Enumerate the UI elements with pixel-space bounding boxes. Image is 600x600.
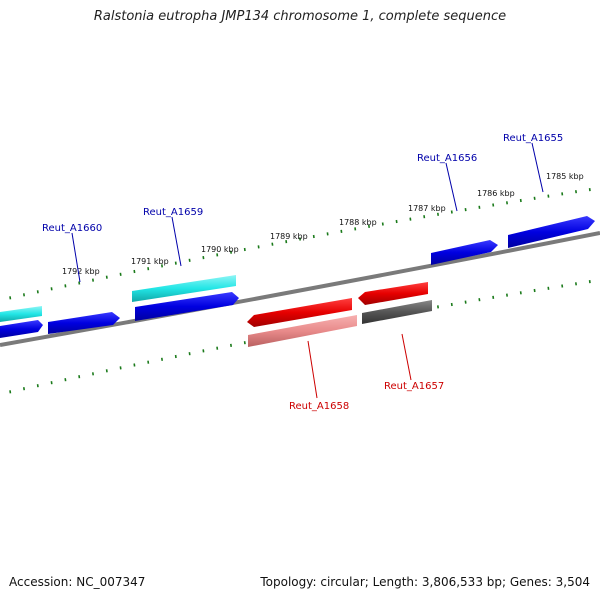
cds-arrow-a1659[interactable] (135, 292, 239, 321)
cds-arrow-a1659-left[interactable] (48, 312, 120, 334)
cds-arrow-a1657[interactable] (358, 282, 428, 305)
cds-arrow-a1660[interactable] (0, 320, 43, 338)
scale-label-1790: 1790 kbp (201, 245, 239, 254)
gene-label-a1660[interactable]: Reut_A1660 (42, 223, 102, 234)
cds-arrow-a1658[interactable] (247, 298, 352, 327)
gene-feature-a1658[interactable] (248, 315, 357, 347)
leader-a1655 (531, 142, 544, 193)
scale-label-1788: 1788 kbp (339, 218, 377, 227)
map-title: Ralstonia eutropha JMP134 chromosome 1, … (93, 9, 507, 24)
scale-label-1787: 1787 kbp (408, 204, 446, 213)
gene-label-a1658[interactable]: Reut_A1658 (289, 401, 349, 412)
scale-label-1786: 1786 kbp (477, 189, 515, 198)
gene-label-a1655[interactable]: Reut_A1655 (503, 133, 563, 144)
leader-a1659 (171, 216, 182, 267)
scale-label-1789: 1789 kbp (270, 232, 308, 241)
cds-arrow-a1655[interactable] (508, 216, 595, 248)
leader-a1656 (445, 162, 458, 212)
topology-summary: Topology: circular; Length: 3,806,533 bp… (260, 575, 590, 589)
gene-label-a1656[interactable]: Reut_A1656 (417, 153, 477, 164)
leader-a1657 (401, 333, 412, 381)
scale-label-1792: 1792 kbp (62, 267, 100, 276)
scale-label-1791: 1791 kbp (131, 257, 169, 266)
gene-label-a1659[interactable]: Reut_A1659 (143, 207, 203, 218)
gene-feature-a1660[interactable] (0, 306, 42, 322)
cds-arrow-a1656[interactable] (431, 240, 498, 265)
upper-scale-track (9, 187, 591, 300)
leader-a1658 (307, 340, 318, 399)
sequence-backbone (0, 231, 600, 347)
scale-label-1785: 1785 kbp (546, 172, 584, 181)
leader-a1660 (71, 232, 81, 283)
accession-text: Accession: NC_007347 (9, 575, 146, 589)
gene-feature-a1657[interactable] (362, 300, 432, 324)
gene-label-a1657[interactable]: Reut_A1657 (384, 381, 444, 392)
gene-feature-a1659[interactable] (132, 275, 236, 302)
